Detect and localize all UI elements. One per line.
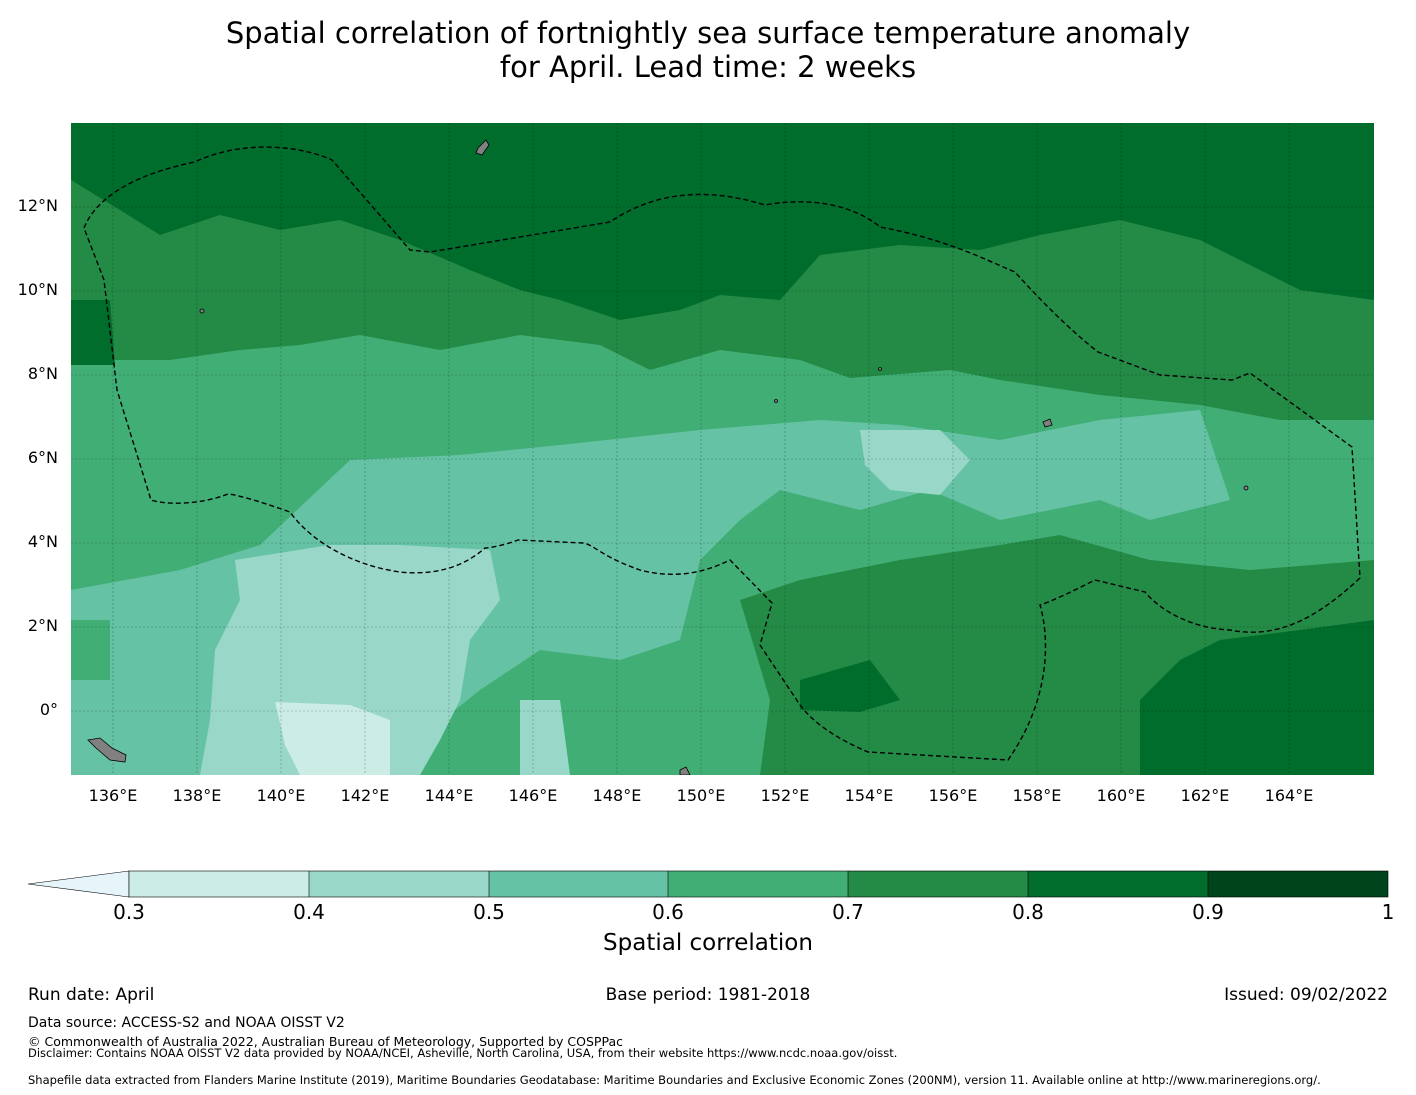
colorbar-bin-0.3-0.4 <box>129 871 309 897</box>
colorbar-bin-0.9-1 <box>1208 871 1388 897</box>
field-patch-0.8-0.9-south <box>800 660 900 712</box>
lon-tick-label: 164°E <box>1264 786 1314 805</box>
land-islands <box>87 139 1249 775</box>
map-gridlines <box>71 123 1374 775</box>
colorbar-tick-label: 0.9 <box>1192 900 1224 924</box>
lat-tick-label: 4°N <box>27 532 58 551</box>
lat-tick-label: 2°N <box>27 616 58 635</box>
field-band-0.3-0.4 <box>275 702 390 775</box>
run-date: Run date: April <box>28 985 155 1005</box>
colorbar-tick-label: 0.4 <box>293 900 325 924</box>
colorbar-dividers <box>308 871 1209 897</box>
southern-island <box>679 766 691 775</box>
island-dot <box>878 367 882 371</box>
lat-tick-label: 0° <box>39 700 58 719</box>
copyright-notice: © Commonwealth of Australia 2022, Austra… <box>28 1034 623 1049</box>
field-patch-0.4-0.5 <box>860 430 970 495</box>
field-patch-0.6-0.7-west <box>71 430 300 550</box>
island-dot <box>774 399 778 403</box>
lon-tick-label: 142°E <box>340 786 390 805</box>
disclaimer: Disclaimer: Contains NOAA OISST V2 data … <box>28 1046 898 1060</box>
correlation-field <box>71 123 1374 775</box>
colorbar-tick-label: 0.5 <box>473 900 505 924</box>
colorbar-tick-label: 0.8 <box>1012 900 1044 924</box>
colorbar-bin-0.6-0.7 <box>668 871 848 897</box>
island-dot <box>1243 485 1249 491</box>
data-source: Data source: ACCESS-S2 and NOAA OISST V2 <box>28 1015 345 1031</box>
lon-tick-label: 138°E <box>172 786 222 805</box>
map-title-line-1: Spatial correlation of fortnightly sea s… <box>225 16 1191 50</box>
lat-tick-label: 6°N <box>27 448 58 467</box>
island-dot <box>199 308 205 314</box>
field-band-0.8-0.9-north <box>71 123 1374 320</box>
colorbar-tick-label: 0.6 <box>652 900 684 924</box>
colorbar-tick-label: 1 <box>1381 900 1395 924</box>
field-patch-0.6-0.7-edge <box>71 620 110 680</box>
lat-tick-label: 12°N <box>17 196 58 215</box>
lon-tick-label: 158°E <box>1012 786 1062 805</box>
base-period: Base period: 1981-2018 <box>605 985 811 1005</box>
lon-tick-label: 148°E <box>592 786 642 805</box>
field-band-0.4-0.5 <box>200 545 500 775</box>
field-patch-0.8-0.9 <box>71 300 115 365</box>
lon-tick-label: 136°E <box>88 786 138 805</box>
eez-boundary <box>83 146 1361 761</box>
lon-tick-label: 162°E <box>1180 786 1230 805</box>
lon-tick-label: 160°E <box>1096 786 1146 805</box>
colorbar <box>27 870 1389 898</box>
field-patch-0.4-0.5-south <box>520 700 570 775</box>
pohnpei-island <box>1042 418 1053 428</box>
lon-tick-label: 146°E <box>508 786 558 805</box>
guam-island <box>475 139 490 156</box>
lon-tick-label: 140°E <box>256 786 306 805</box>
colorbar-bin-0.8-0.9 <box>1028 871 1208 897</box>
lon-tick-label: 144°E <box>424 786 474 805</box>
lon-tick-label: 152°E <box>760 786 810 805</box>
colorbar-bin-0.7-0.8 <box>848 871 1028 897</box>
colorbar-extend-arrow <box>27 870 130 898</box>
lon-tick-label: 150°E <box>676 786 726 805</box>
colorbar-tick-label: 0.3 <box>113 900 145 924</box>
issued-date: Issued: 09/02/2022 <box>1224 985 1388 1005</box>
new-guinea-islands <box>87 737 127 763</box>
lon-tick-label: 156°E <box>928 786 978 805</box>
colorbar-bin-0.4-0.5 <box>309 871 489 897</box>
colorbar-frame <box>128 870 1389 898</box>
map-title-line-2: for April. Lead time: 2 weeks <box>499 50 917 84</box>
colorbar-title: Spatial correlation <box>603 930 813 956</box>
lon-tick-label: 154°E <box>844 786 894 805</box>
lat-tick-label: 8°N <box>27 364 58 383</box>
lat-tick-label: 10°N <box>17 280 58 299</box>
shapefile-credit: Shapefile data extracted from Flanders M… <box>28 1073 1321 1087</box>
colorbar-bin-0.5-0.6 <box>489 871 668 897</box>
colorbar-tick-label: 0.7 <box>832 900 864 924</box>
field-band-0.8-0.9-southeast <box>1140 620 1374 775</box>
